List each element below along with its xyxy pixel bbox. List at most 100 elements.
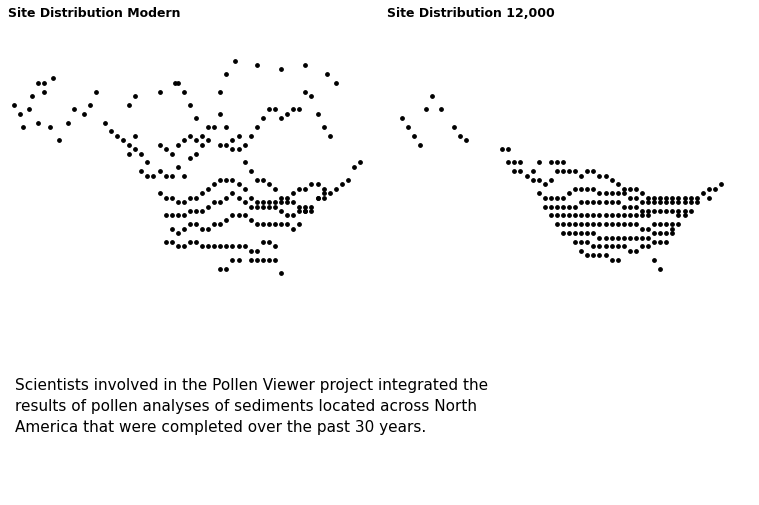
Point <box>527 176 539 184</box>
Point <box>38 87 50 95</box>
Point <box>184 101 196 109</box>
Point <box>184 132 196 140</box>
Point <box>624 185 636 193</box>
Point <box>666 198 679 206</box>
Point <box>630 203 642 211</box>
Point <box>83 101 96 109</box>
Point <box>600 242 612 250</box>
Point <box>539 194 551 202</box>
Point <box>551 220 563 228</box>
Point <box>563 212 575 220</box>
Point <box>581 198 594 206</box>
Point <box>220 242 232 250</box>
Point <box>293 105 305 113</box>
Point <box>648 220 660 228</box>
Point <box>26 92 38 100</box>
Point <box>232 145 244 153</box>
Point <box>600 220 612 228</box>
Point <box>666 225 679 233</box>
Point <box>214 198 226 206</box>
Point <box>263 256 275 264</box>
Point <box>618 242 630 250</box>
Point <box>436 105 448 113</box>
Point <box>660 229 672 237</box>
Point <box>539 203 551 211</box>
Point <box>630 212 642 220</box>
Point <box>159 238 172 246</box>
Point <box>135 167 147 175</box>
Point <box>672 207 685 215</box>
Point <box>654 265 666 273</box>
Point <box>99 119 111 127</box>
Point <box>527 167 539 175</box>
Point <box>587 212 600 220</box>
Point <box>238 198 250 206</box>
Point <box>293 220 305 228</box>
Point <box>563 203 575 211</box>
Point <box>545 159 557 167</box>
Point <box>666 207 679 215</box>
Point <box>275 194 287 202</box>
Point <box>697 189 709 197</box>
Point <box>257 220 269 228</box>
Point <box>226 256 238 264</box>
Point <box>679 212 691 220</box>
Text: Site Distribution Modern: Site Distribution Modern <box>8 7 180 20</box>
Point <box>557 159 569 167</box>
Text: Scientists involved in the Pollen Viewer project integrated the
results of polle: Scientists involved in the Pollen Viewer… <box>15 378 488 435</box>
Point <box>214 265 226 273</box>
Point <box>14 110 26 118</box>
Point <box>257 238 269 246</box>
Point <box>612 189 624 197</box>
Point <box>190 207 202 215</box>
Point <box>305 180 317 188</box>
Point <box>569 229 581 237</box>
Point <box>275 114 287 122</box>
Point <box>269 203 281 211</box>
Point <box>600 189 612 197</box>
Point <box>232 256 244 264</box>
Point <box>168 79 181 87</box>
Point <box>220 70 232 78</box>
Point <box>184 220 196 228</box>
Point <box>77 110 90 118</box>
Point <box>293 185 305 193</box>
Point <box>299 207 311 215</box>
Point <box>305 203 317 211</box>
Point <box>672 194 685 202</box>
Point <box>287 105 299 113</box>
Point <box>123 140 135 148</box>
Point <box>575 212 587 220</box>
Point <box>257 256 269 264</box>
Point <box>630 233 642 241</box>
Point <box>129 92 141 100</box>
Point <box>551 194 563 202</box>
Point <box>660 194 672 202</box>
Point <box>208 242 220 250</box>
Point <box>569 212 581 220</box>
Point <box>618 233 630 241</box>
Point <box>172 79 184 87</box>
Point <box>299 87 311 95</box>
Point <box>636 189 648 197</box>
Point <box>317 189 329 197</box>
Point <box>569 220 581 228</box>
Point <box>354 159 366 167</box>
Point <box>275 198 287 206</box>
Point <box>299 185 311 193</box>
Point <box>153 167 165 175</box>
Point <box>44 123 56 131</box>
Point <box>594 198 606 206</box>
Point <box>244 216 257 224</box>
Point <box>238 242 250 250</box>
Point <box>594 220 606 228</box>
Point <box>618 185 630 193</box>
Point <box>263 220 275 228</box>
Point <box>263 105 275 113</box>
Point <box>509 167 521 175</box>
Point <box>250 198 263 206</box>
Point <box>135 149 147 158</box>
Point <box>275 207 287 215</box>
Point <box>402 123 414 131</box>
Point <box>533 176 545 184</box>
